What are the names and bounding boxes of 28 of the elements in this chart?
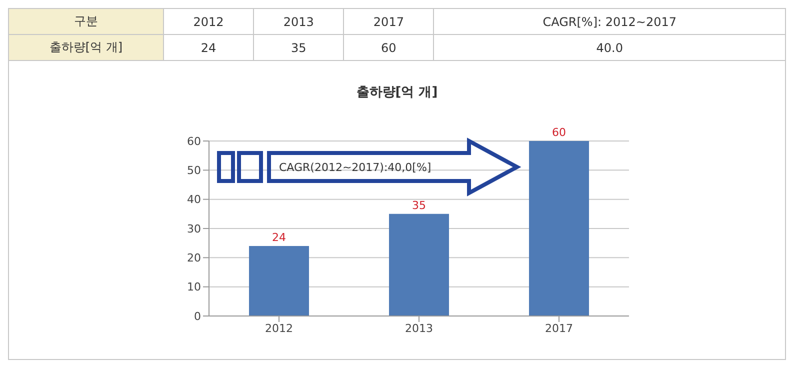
y-tick-label: 10	[187, 280, 201, 294]
text: 24	[164, 34, 254, 60]
x-tick-label: 2013	[405, 322, 433, 335]
y-tick-label: 20	[187, 252, 201, 265]
data-label: 35	[412, 198, 426, 212]
data-label: 60	[552, 126, 566, 139]
text: 35	[254, 34, 344, 60]
text: 60	[344, 34, 434, 60]
y-tick-label: 0	[194, 310, 201, 323]
category-label: 2017	[344, 8, 434, 34]
category-label: 구분	[8, 8, 164, 34]
text: 출하량[억 개]	[8, 34, 164, 60]
annotation: CAGR(2012~2017):40,0[%]	[279, 161, 432, 174]
chart-title: 출하량[억 개]	[355, 84, 439, 101]
bar	[529, 141, 589, 316]
category-label: 2012	[164, 8, 254, 34]
y-tick-label: 40	[187, 193, 201, 206]
bar	[389, 214, 449, 316]
x-tick-label: 2017	[545, 322, 573, 335]
text: 40.0	[434, 34, 786, 60]
y-tick-label: 60	[187, 134, 201, 148]
y-tick-label: 30	[187, 222, 201, 236]
data-label: 24	[272, 231, 286, 244]
category-label: 2013	[254, 8, 344, 34]
bar	[249, 246, 309, 316]
x-tick-label: 2012	[265, 322, 293, 335]
category-label: CAGR[%]: 2012~2017	[434, 8, 786, 34]
y-tick-label: 50	[187, 164, 201, 178]
